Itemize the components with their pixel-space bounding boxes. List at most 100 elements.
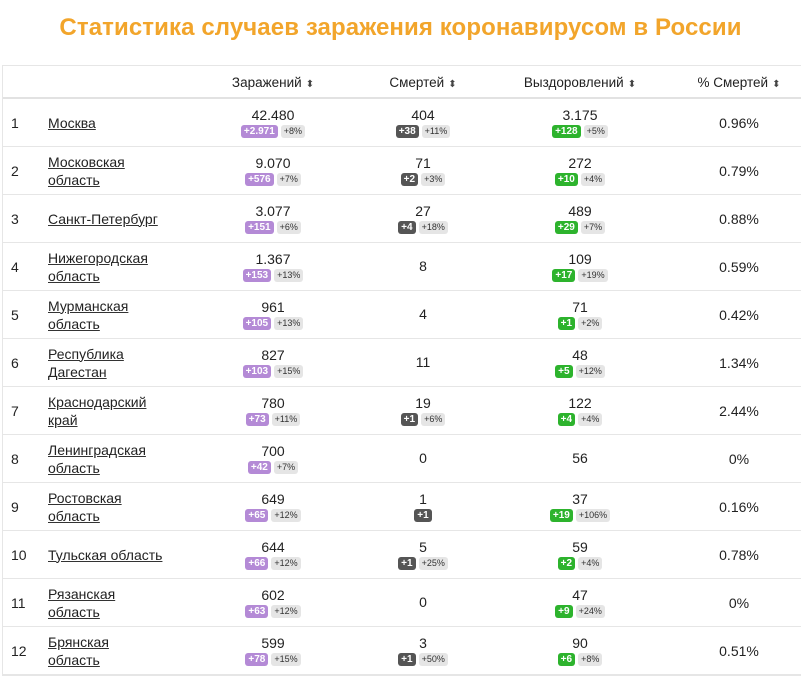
- deaths-cell: 71 +2 +3%: [363, 147, 483, 194]
- region-name-line1: Москва: [48, 114, 96, 131]
- table-row: 2 Московская область 9.070 +576 +7% 71 +2 +3% 272…: [3, 147, 801, 195]
- infected-cell: 827 +103 +15%: [203, 339, 343, 386]
- recovered-badges: +17 +19%: [552, 269, 608, 283]
- region-link[interactable]: Ростовская область: [48, 489, 122, 525]
- infected-percent-badge: +13%: [274, 269, 304, 282]
- death-rate-value: 2.44%: [719, 402, 759, 419]
- region-cell: Ленинградская область: [48, 435, 198, 482]
- recovered-percent-badge: +4%: [580, 173, 606, 186]
- column-header-death-rate[interactable]: % Смертей ⬍: [683, 66, 795, 97]
- region-link[interactable]: Санкт-Петербург: [48, 210, 158, 228]
- region-name-line2: область: [48, 507, 100, 524]
- infected-delta-badge: +65: [245, 509, 269, 522]
- region-cell: Московская область: [48, 147, 198, 194]
- region-name-line2: область: [48, 267, 100, 284]
- deaths-percent-badge: +25%: [418, 557, 448, 570]
- region-link[interactable]: Рязанская область: [48, 585, 115, 621]
- column-header-recovered[interactable]: Выздоровлений ⬍: [500, 66, 660, 97]
- infected-value: 3.077: [255, 202, 291, 219]
- region-link[interactable]: Тульская область: [48, 546, 162, 564]
- sort-icon: ⬍: [772, 79, 781, 90]
- recovered-cell: 272 +10 +4%: [500, 147, 660, 194]
- row-rank: 12: [11, 642, 27, 659]
- column-header-infected[interactable]: Заражений ⬍: [203, 66, 343, 97]
- recovered-value: 37: [572, 490, 588, 507]
- region-link[interactable]: Москва: [48, 114, 96, 132]
- region-name-line2: область: [48, 651, 100, 668]
- infected-delta-badge: +78: [245, 653, 269, 666]
- recovered-cell: 109 +17 +19%: [500, 243, 660, 290]
- region-link[interactable]: Брянская область: [48, 633, 109, 669]
- death-rate-value: 0.79%: [719, 162, 759, 179]
- infected-badges: +78 +15%: [245, 653, 301, 667]
- recovered-cell: 3.175 +128 +5%: [500, 99, 660, 146]
- recovered-value: 272: [568, 154, 592, 171]
- deaths-badges: +2 +3%: [400, 173, 446, 187]
- infected-percent-badge: +6%: [276, 221, 301, 234]
- death-rate-value: 0.78%: [719, 546, 759, 563]
- deaths-cell: 0: [363, 579, 483, 626]
- deaths-value: 404: [411, 106, 435, 123]
- column-header-deaths[interactable]: Смертей ⬍: [363, 66, 483, 97]
- infected-cell: 700 +42 +7%: [203, 435, 343, 482]
- death-rate-value: 0.42%: [719, 306, 759, 323]
- region-link[interactable]: Мурманская область: [48, 297, 128, 333]
- region-link[interactable]: Краснодарский край: [48, 393, 146, 429]
- deaths-percent-badge: +11%: [421, 125, 451, 138]
- recovered-delta-badge: +6: [557, 653, 576, 666]
- region-name-line1: Мурманская: [48, 297, 129, 314]
- recovered-badges: +9 +24%: [555, 605, 605, 619]
- infected-percent-badge: +7%: [273, 461, 299, 474]
- recovered-percent-badge: +4%: [578, 557, 603, 570]
- recovered-percent-badge: +5%: [583, 125, 608, 138]
- table-row: 4 Нижегородская область 1.367 +153 +13% 8 109 +1…: [3, 243, 801, 291]
- deaths-percent-badge: +18%: [418, 221, 448, 234]
- row-rank: 6: [11, 354, 19, 371]
- region-name-line2: край: [48, 411, 78, 428]
- infected-value: 644: [261, 538, 285, 555]
- recovered-delta-badge: +19: [549, 509, 573, 522]
- column-label: Смертей: [389, 75, 445, 90]
- region-link[interactable]: Ленинградская область: [48, 441, 146, 477]
- recovered-percent-badge: +4%: [578, 413, 603, 426]
- region-name-line1: Краснодарский: [48, 393, 147, 410]
- recovered-value: 48: [572, 346, 588, 363]
- deaths-value: 0: [419, 450, 427, 466]
- row-rank: 9: [11, 498, 19, 515]
- region-name-line1: Санкт-Петербург: [48, 210, 158, 227]
- infected-cell: 599 +78 +15%: [203, 627, 343, 674]
- region-cell: Республика Дагестан: [48, 339, 198, 386]
- region-name-line1: Рязанская: [48, 585, 116, 602]
- region-name-line1: Брянская: [48, 633, 109, 650]
- region-name-line2: область: [48, 171, 100, 188]
- infected-delta-badge: +576: [245, 173, 274, 186]
- infected-badges: +105 +13%: [242, 317, 304, 331]
- infected-delta-badge: +2.971: [240, 125, 278, 138]
- deaths-delta-badge: +1: [398, 653, 416, 666]
- row-rank: 8: [11, 450, 19, 467]
- death-rate-value: 0%: [728, 450, 750, 467]
- region-cell: Краснодарский край: [48, 387, 198, 434]
- recovered-badges: +5 +12%: [555, 365, 605, 379]
- recovered-delta-badge: +128: [552, 125, 581, 138]
- region-cell: Брянская область: [48, 627, 198, 674]
- infected-badges: +73 +11%: [245, 413, 301, 427]
- table-row: 7 Краснодарский край 780 +73 +11% 19 +1 +6% 122 +4…: [3, 387, 801, 435]
- recovered-cell: 47 +9 +24%: [500, 579, 660, 626]
- recovered-value: 109: [568, 250, 592, 267]
- infected-percent-badge: +11%: [271, 413, 301, 426]
- region-link[interactable]: Республика Дагестан: [48, 345, 124, 381]
- column-label: Выздоровлений: [523, 75, 624, 90]
- deaths-delta-badge: +1: [400, 413, 419, 426]
- infected-delta-badge: +105: [242, 317, 272, 330]
- region-name-line1: Нижегородская: [48, 249, 148, 266]
- region-link[interactable]: Нижегородская область: [48, 249, 148, 285]
- infected-badges: +576 +7%: [245, 173, 301, 187]
- infected-badges: +153 +13%: [242, 269, 304, 283]
- region-link[interactable]: Московская область: [48, 153, 125, 189]
- death-rate-value: 0.59%: [719, 258, 759, 275]
- infected-value: 1.367: [255, 250, 291, 267]
- table-row: 12 Брянская область 599 +78 +15% 3 +1 +50% 90 +6 +8…: [3, 627, 801, 675]
- deaths-badges: +1: [414, 509, 432, 523]
- deaths-value: 0: [419, 594, 427, 610]
